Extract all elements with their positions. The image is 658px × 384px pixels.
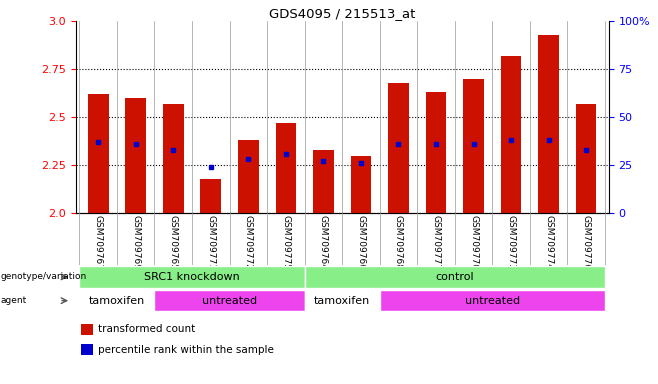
Text: genotype/variation: genotype/variation [1, 272, 87, 281]
Bar [426, 92, 446, 213]
Bar [351, 156, 371, 213]
Bar [201, 179, 221, 213]
Title: GDS4095 / 215513_at: GDS4095 / 215513_at [269, 7, 415, 20]
Bar [88, 94, 109, 213]
Bar [81, 324, 93, 335]
Text: GSM709772: GSM709772 [244, 215, 253, 270]
Bar [305, 290, 380, 311]
Text: GSM709776: GSM709776 [582, 215, 591, 270]
Text: percentile rank within the sample: percentile rank within the sample [98, 344, 274, 354]
Text: SRC1 knockdown: SRC1 knockdown [144, 272, 240, 282]
Bar [538, 35, 559, 213]
Bar [163, 104, 184, 213]
Bar [81, 344, 93, 355]
Text: agent: agent [1, 296, 27, 305]
Bar [388, 83, 409, 213]
Text: GSM709773: GSM709773 [507, 215, 516, 270]
Text: untreated: untreated [465, 296, 520, 306]
Bar [126, 98, 146, 213]
Text: tamoxifen: tamoxifen [314, 296, 370, 306]
Bar [80, 266, 305, 288]
Text: GSM709769: GSM709769 [131, 215, 140, 270]
Text: GSM709775: GSM709775 [282, 215, 290, 270]
Text: GSM709766: GSM709766 [357, 215, 365, 270]
Bar [276, 123, 296, 213]
Bar [501, 56, 521, 213]
Text: tamoxifen: tamoxifen [89, 296, 145, 306]
Text: transformed count: transformed count [98, 324, 195, 334]
Text: control: control [436, 272, 474, 282]
Bar [155, 290, 305, 311]
Bar [313, 150, 334, 213]
Text: GSM709770: GSM709770 [469, 215, 478, 270]
Bar [305, 266, 605, 288]
Text: GSM709767: GSM709767 [93, 215, 103, 270]
Bar [380, 290, 605, 311]
Bar [238, 140, 259, 213]
Text: GSM709768: GSM709768 [394, 215, 403, 270]
Bar [463, 79, 484, 213]
Text: GSM709777: GSM709777 [432, 215, 440, 270]
Bar [576, 104, 596, 213]
Text: GSM709774: GSM709774 [544, 215, 553, 270]
Bar [80, 290, 155, 311]
Text: GSM709771: GSM709771 [207, 215, 215, 270]
Text: GSM709764: GSM709764 [319, 215, 328, 270]
Text: untreated: untreated [202, 296, 257, 306]
Text: GSM709765: GSM709765 [168, 215, 178, 270]
